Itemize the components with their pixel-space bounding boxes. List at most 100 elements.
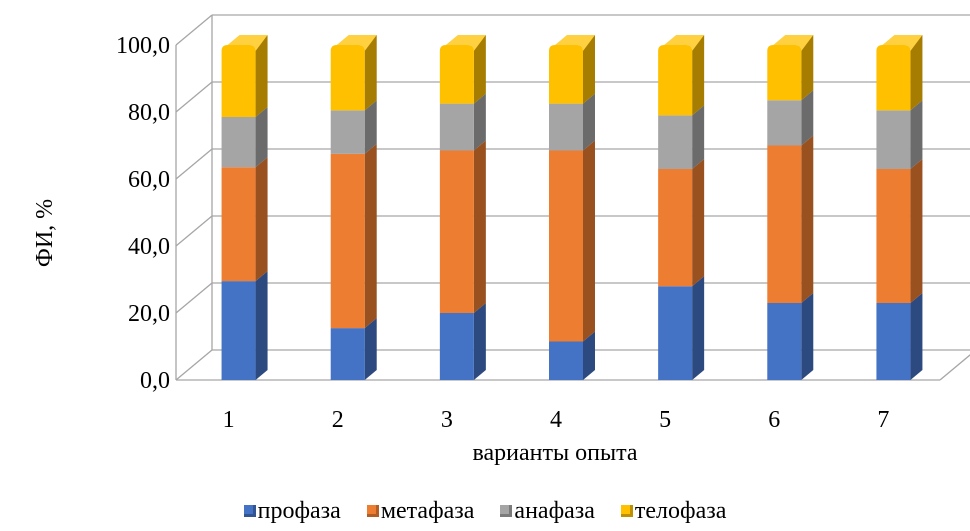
bar-segment-side	[801, 135, 814, 303]
y-tick-label: 40,0	[128, 234, 170, 260]
gridline-side	[175, 349, 213, 381]
bar-segment-side	[473, 93, 486, 151]
bar-segment	[876, 302, 911, 380]
bar-segment-side	[255, 107, 268, 168]
bar-segment-side	[473, 140, 486, 313]
y-tick-label: 20,0	[128, 301, 170, 327]
x-tick-label: 4	[550, 407, 562, 433]
bar-segment	[221, 45, 256, 118]
gridline-side	[175, 282, 213, 314]
floor-right-edge	[939, 354, 970, 381]
bar-top	[664, 35, 705, 51]
gridline-side	[175, 148, 213, 180]
bar-stack	[549, 35, 595, 380]
legend-label: анафаза	[514, 497, 595, 524]
bar-stack	[876, 35, 923, 380]
legend-label: метафаза	[380, 497, 475, 524]
bar-segment-side	[910, 158, 923, 303]
bar-segment	[767, 100, 802, 146]
bar-segment	[658, 115, 693, 169]
legend-swatch	[500, 505, 513, 517]
legend-label: телофаза	[634, 497, 727, 524]
bar-segment	[439, 313, 474, 380]
y-tick-label: 100,0	[116, 33, 170, 59]
bar-segment-side	[801, 35, 814, 101]
bar-segment	[439, 150, 474, 313]
bar-top	[227, 35, 268, 51]
bar-segment	[876, 168, 911, 303]
bar-segment	[330, 110, 365, 154]
bar-segment	[767, 145, 802, 303]
y-tick-label: 80,0	[128, 100, 170, 126]
gridline-side	[175, 14, 213, 46]
legend-item: метафаза	[366, 497, 475, 525]
tick-labels: 0,0 20,0 40,0 60,0 80,0 100,0 1 2 3 4 5 6 7	[116, 33, 889, 433]
bar-segment	[767, 45, 802, 101]
bar-segment	[221, 167, 256, 282]
legend-label: профаза	[257, 497, 341, 524]
bar-top	[773, 35, 814, 51]
bar-segment-side	[692, 276, 705, 380]
x-tick-label: 7	[877, 407, 889, 433]
x-tick-label: 1	[223, 407, 235, 433]
bar-top	[555, 35, 595, 51]
legend: профаза метафаза анафаза телофаза	[0, 496, 970, 526]
bar-segment-side	[910, 35, 923, 111]
bar-stack	[221, 35, 268, 380]
bar-segment	[767, 302, 802, 380]
gridline-side	[175, 81, 213, 113]
x-tick-label: 2	[332, 407, 344, 433]
legend-item: анафаза	[500, 497, 595, 525]
bar-stack	[658, 35, 705, 380]
legend-swatch	[243, 505, 256, 517]
x-tick-label: 6	[768, 407, 780, 433]
bar-segment-side	[583, 331, 595, 380]
bar-segment	[658, 45, 693, 116]
bar-segment-side	[801, 292, 814, 380]
bar-top	[445, 35, 486, 51]
legend-item: телофаза	[620, 497, 727, 525]
bar-segment-side	[801, 90, 814, 146]
bar-segment-side	[583, 35, 595, 104]
bar-segment-side	[473, 35, 486, 104]
bar-segment	[549, 341, 583, 380]
bar-segment-side	[692, 105, 705, 169]
bar-segment	[658, 286, 693, 380]
bar-top	[882, 35, 923, 51]
bar-segment-side	[364, 318, 377, 380]
y-tick-label: 0,0	[140, 368, 170, 394]
bar-segment	[549, 45, 583, 104]
y-axis-title: ФИ, %	[32, 199, 58, 267]
bar-segment	[549, 103, 583, 151]
bars	[221, 35, 923, 380]
bar-segment-side	[692, 35, 705, 116]
legend-swatch	[366, 505, 379, 517]
bar-segment-side	[364, 100, 377, 154]
bar-segment	[221, 281, 256, 380]
bar-top	[336, 35, 377, 51]
bar-segment-side	[910, 100, 923, 169]
bar-segment-side	[692, 158, 705, 287]
bar-segment-side	[473, 303, 486, 380]
bar-stack	[767, 35, 814, 380]
bar-segment-side	[583, 93, 595, 151]
bar-segment	[549, 150, 583, 342]
bar-segment	[330, 45, 365, 111]
bar-segment-side	[910, 292, 923, 380]
bar-segment-side	[364, 35, 377, 111]
bar-segment	[876, 110, 911, 169]
bar-segment	[330, 328, 365, 380]
y-tick-label: 60,0	[128, 167, 170, 193]
legend-item: профаза	[243, 497, 341, 525]
bar-stack	[330, 35, 377, 380]
gridline-side	[175, 215, 213, 247]
bar-segment	[658, 168, 693, 287]
x-tick-label: 3	[441, 407, 453, 433]
legend-swatch	[620, 505, 633, 517]
bar-segment-side	[255, 157, 268, 282]
bar-segment	[439, 45, 474, 104]
bar-segment-side	[364, 143, 377, 329]
bar-segment	[876, 45, 911, 111]
bar-segment	[330, 153, 365, 329]
